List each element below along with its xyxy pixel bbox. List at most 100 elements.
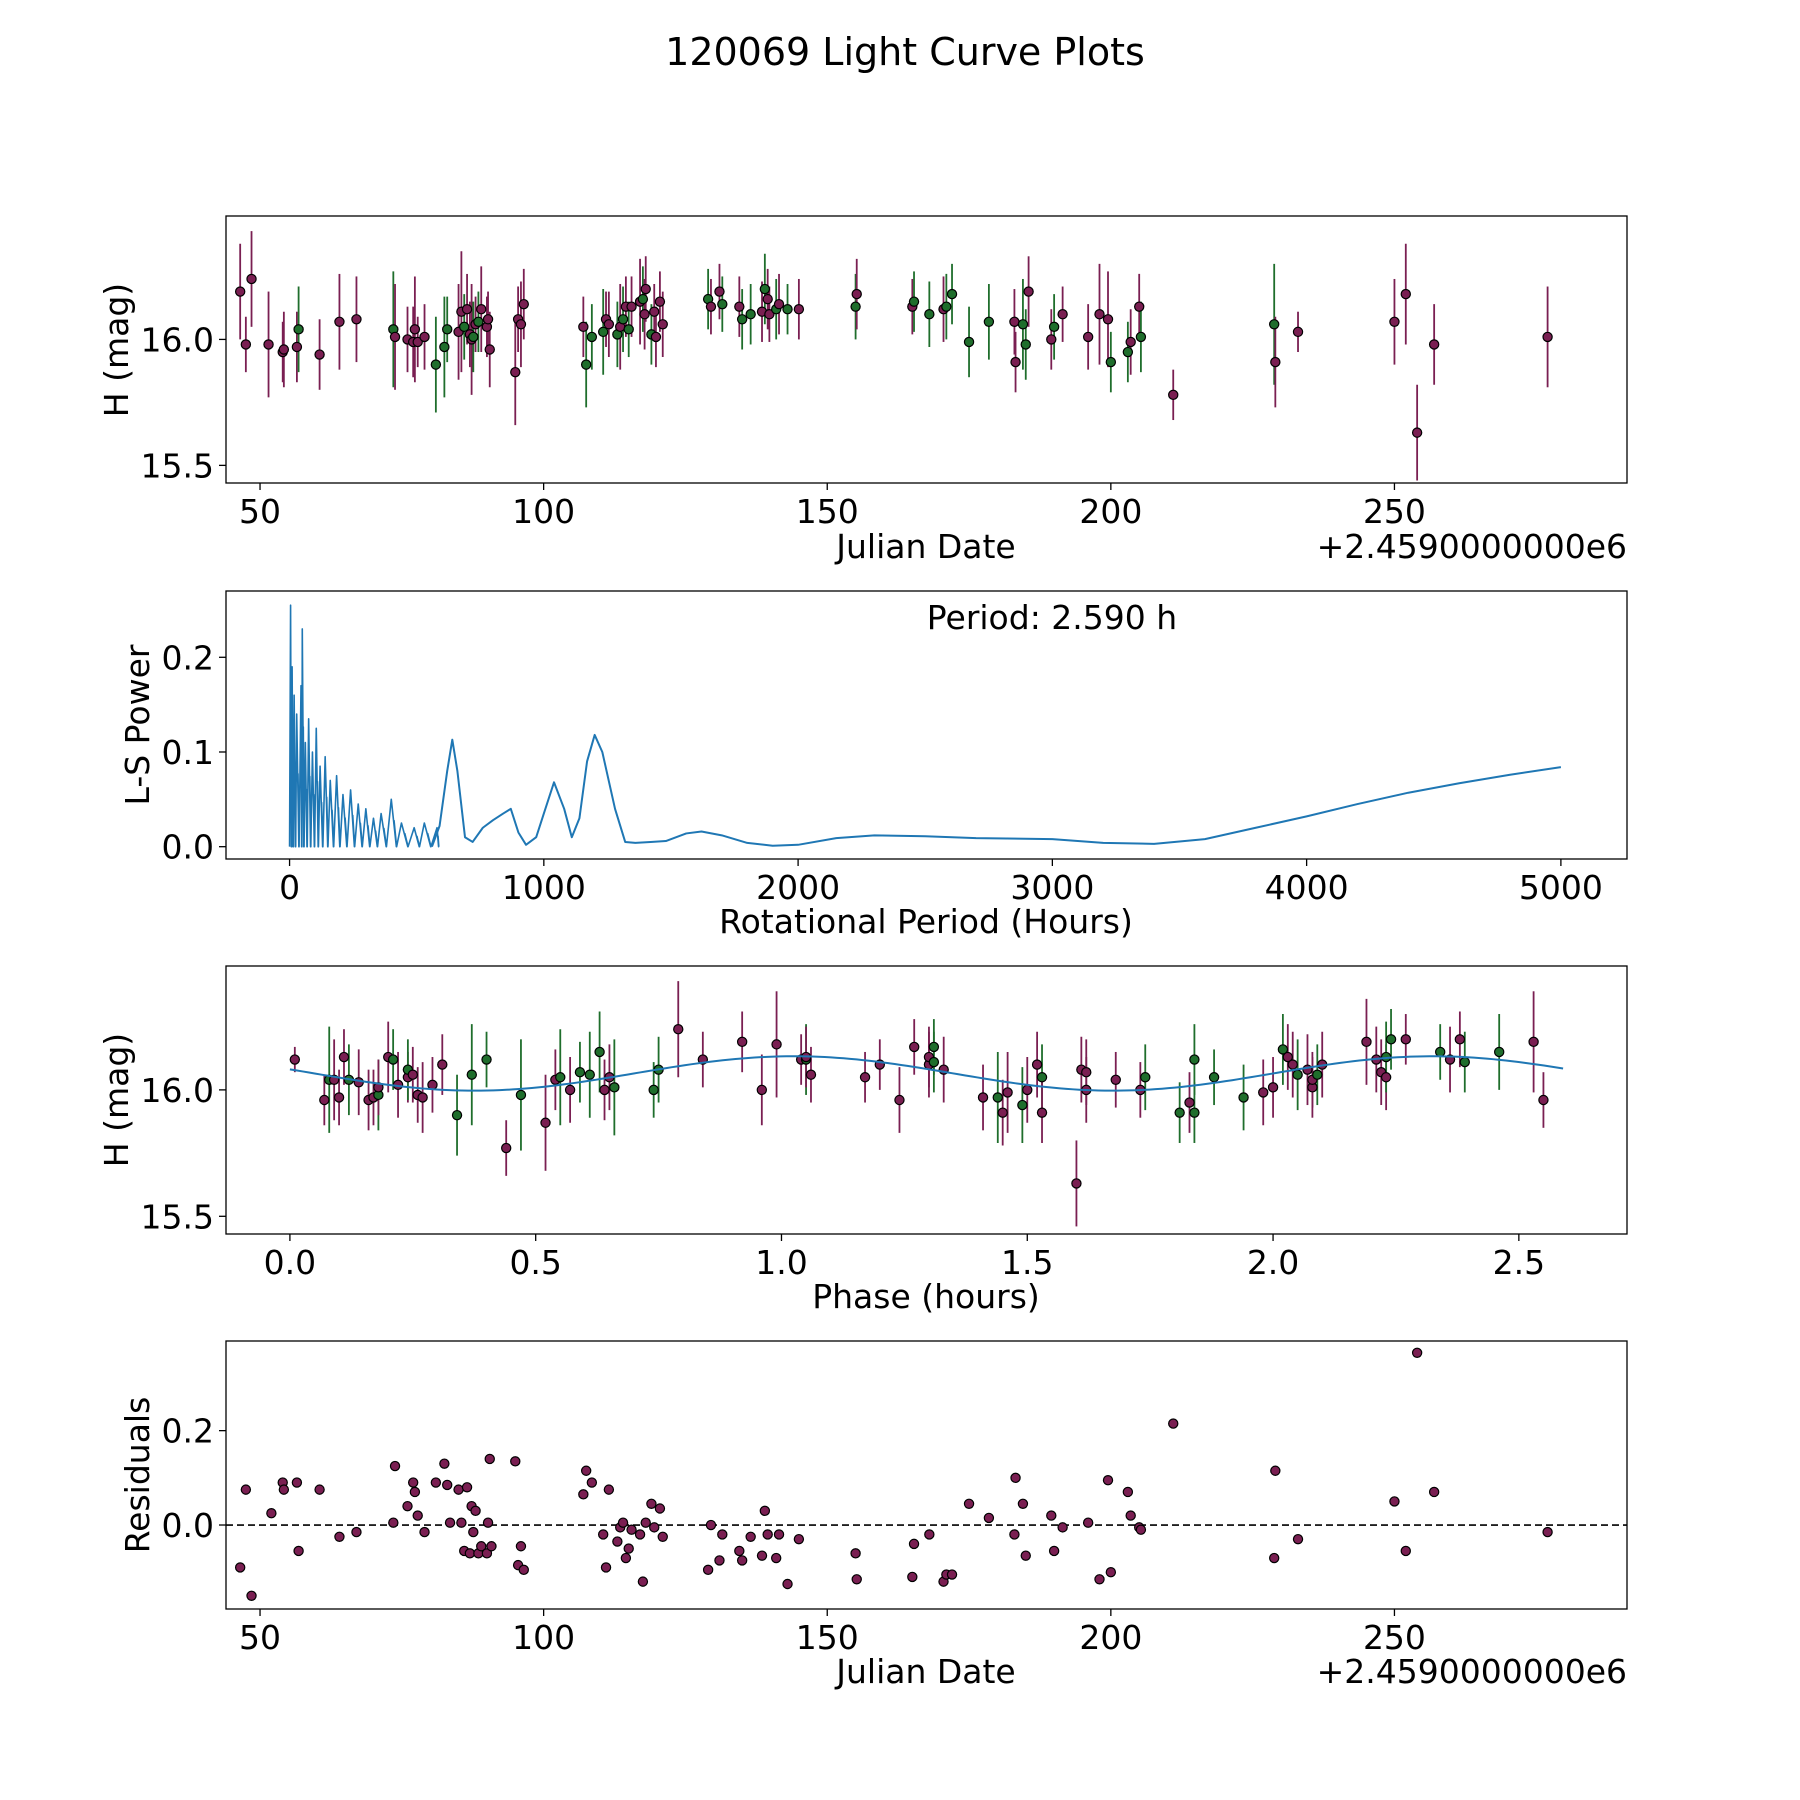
lightcurve-point bbox=[1009, 316, 1020, 327]
phase-point bbox=[1267, 1082, 1279, 1093]
lightcurve-point bbox=[946, 288, 958, 300]
lightcurve-point bbox=[603, 319, 615, 330]
lightcurve-point bbox=[782, 303, 793, 315]
lightcurve-point bbox=[654, 296, 666, 307]
phase-xtick-label: 0.5 bbox=[509, 1243, 561, 1282]
lightcurve-point bbox=[240, 339, 252, 350]
lightcurve-point bbox=[351, 314, 362, 325]
lightcurve-xlabel: Julian Date bbox=[834, 527, 1016, 566]
residuals-point bbox=[1400, 1545, 1411, 1557]
residuals-point bbox=[1168, 1418, 1179, 1429]
phase-point bbox=[407, 1069, 418, 1080]
phase-point bbox=[997, 1107, 1008, 1118]
lightcurve-point bbox=[762, 293, 773, 305]
lightcurve-point bbox=[580, 359, 592, 370]
phase-point bbox=[1528, 1036, 1539, 1048]
residuals-point bbox=[314, 1484, 325, 1495]
phase-point bbox=[1454, 1034, 1466, 1045]
residuals-point bbox=[402, 1500, 413, 1512]
residuals-point bbox=[1428, 1486, 1440, 1498]
residuals-point bbox=[470, 1505, 481, 1517]
residuals-point bbox=[634, 1529, 646, 1540]
phase-point bbox=[319, 1094, 330, 1106]
lightcurve-point bbox=[1020, 339, 1031, 350]
residuals-point bbox=[518, 1564, 529, 1576]
lightcurve-point bbox=[459, 321, 470, 333]
residuals-point bbox=[946, 1569, 958, 1580]
phase-point bbox=[1380, 1072, 1392, 1083]
phase-point bbox=[1189, 1107, 1200, 1118]
residuals-point bbox=[637, 1576, 649, 1587]
lightcurve-point bbox=[1270, 356, 1281, 368]
phase-point bbox=[609, 1082, 620, 1093]
periodogram-ytick-label: 0.0 bbox=[162, 828, 214, 867]
lightcurve-ytick-label: 15.5 bbox=[141, 446, 214, 485]
residuals-point bbox=[963, 1498, 975, 1509]
phase-point bbox=[1036, 1107, 1048, 1118]
phase-point bbox=[928, 1041, 940, 1053]
phase-xtick-label: 0.0 bbox=[264, 1243, 316, 1282]
residuals-frame bbox=[225, 1340, 1628, 1610]
residuals-point bbox=[908, 1538, 920, 1550]
lightcurve-point bbox=[764, 309, 775, 320]
lightcurve-point bbox=[442, 324, 453, 335]
residuals-panel: 50 100 150 200 250 0.0 0.2 Julian Date Residua… bbox=[118, 1340, 1628, 1691]
lightcurve-point bbox=[597, 326, 609, 338]
lightcurve-point bbox=[1428, 339, 1440, 350]
lightcurve-point bbox=[734, 301, 745, 312]
phase-model-curve bbox=[289, 1055, 1564, 1092]
lightcurve-point bbox=[482, 314, 494, 325]
residuals-point bbox=[1292, 1533, 1304, 1545]
lightcurve-point bbox=[1134, 301, 1145, 312]
residuals-point bbox=[482, 1517, 494, 1528]
residuals-point bbox=[510, 1456, 521, 1467]
residuals-xtick-label: 200 bbox=[1079, 1618, 1142, 1657]
lightcurve-point bbox=[1102, 314, 1114, 325]
lightcurve-xtick-label: 250 bbox=[1363, 492, 1426, 531]
phase-point bbox=[1184, 1097, 1195, 1108]
phase-point bbox=[289, 1054, 301, 1065]
figure-title: 120069 Light Curve Plots bbox=[665, 30, 1145, 74]
lightcurve-point bbox=[1292, 326, 1304, 338]
residuals-offset-label: +2.4590000000e6 bbox=[1317, 1652, 1627, 1691]
lightcurve-point bbox=[1542, 331, 1553, 343]
lightcurve-point bbox=[639, 309, 650, 320]
lightcurve-point bbox=[1135, 331, 1147, 343]
periodogram-xtick-label: 0 bbox=[279, 868, 300, 907]
residuals-point bbox=[1411, 1347, 1423, 1358]
phase-point bbox=[466, 1069, 477, 1080]
residuals-point bbox=[409, 1486, 421, 1498]
lightcurve-point bbox=[1268, 319, 1280, 330]
phase-point bbox=[417, 1092, 428, 1103]
residuals-point bbox=[1082, 1517, 1094, 1528]
residuals-point bbox=[734, 1545, 745, 1557]
lightcurve-point bbox=[626, 301, 637, 312]
lightcurve-point bbox=[518, 298, 529, 310]
residuals-point bbox=[773, 1529, 785, 1540]
residuals-point bbox=[620, 1552, 632, 1564]
phase-point bbox=[338, 1051, 350, 1063]
phase-point bbox=[1493, 1046, 1505, 1058]
phase-point bbox=[1071, 1178, 1082, 1189]
lightcurve-point bbox=[461, 303, 473, 315]
phase-xtick-label: 2.0 bbox=[1247, 1243, 1299, 1282]
residuals-point bbox=[657, 1531, 668, 1543]
phase-point bbox=[1081, 1066, 1092, 1078]
phase-point bbox=[1292, 1069, 1303, 1080]
phase-point bbox=[894, 1094, 905, 1106]
residuals-point bbox=[430, 1477, 442, 1488]
lightcurve-point bbox=[278, 344, 290, 355]
phase-point bbox=[599, 1084, 610, 1096]
lightcurve-point bbox=[419, 331, 430, 343]
lightcurve-point bbox=[908, 296, 920, 307]
periodogram-axes: 0 1000 2000 3000 4000 5000 0.0 0.1 0.2 bbox=[162, 638, 1603, 907]
residuals-point bbox=[334, 1531, 345, 1543]
phase-point bbox=[1140, 1072, 1151, 1083]
phase-point bbox=[1434, 1046, 1446, 1058]
periodogram-xtick-label: 4000 bbox=[1265, 868, 1349, 907]
residuals-point bbox=[486, 1541, 497, 1552]
lightcurve-point bbox=[515, 319, 527, 330]
lightcurve-point bbox=[409, 324, 421, 335]
residuals-ytick-label: 0.0 bbox=[162, 1506, 214, 1545]
phase-xtick-label: 2.5 bbox=[1493, 1243, 1545, 1282]
